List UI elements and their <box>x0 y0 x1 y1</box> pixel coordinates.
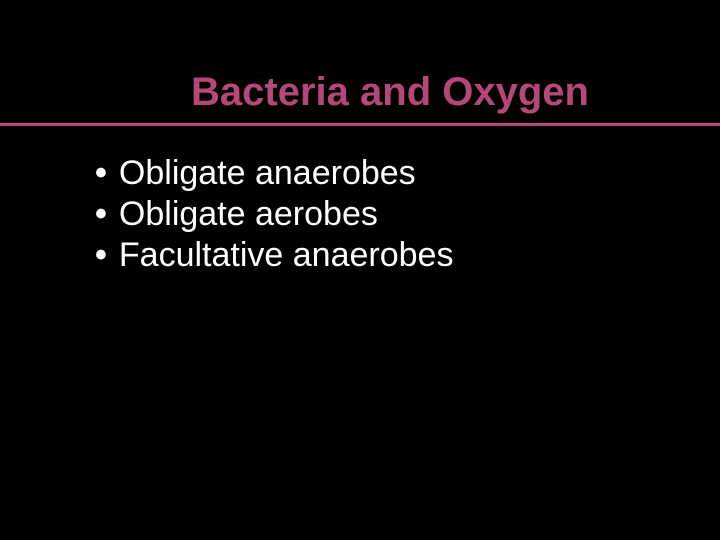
slide-title: Bacteria and Oxygen <box>191 70 589 115</box>
bullet-text: Obligate anaerobes <box>119 154 416 193</box>
bullet-marker-icon: • <box>95 195 107 234</box>
bullet-marker-icon: • <box>95 154 107 193</box>
title-wrap: Bacteria and Oxygen <box>60 70 660 115</box>
bullet-text: Facultative anaerobes <box>119 236 454 275</box>
slide-container: Bacteria and Oxygen • Obligate anaerobes… <box>0 0 720 540</box>
bullet-text: Obligate aerobes <box>119 195 378 234</box>
list-item: • Obligate aerobes <box>95 195 660 234</box>
list-item: • Obligate anaerobes <box>95 154 660 193</box>
list-item: • Facultative anaerobes <box>95 236 660 275</box>
title-underline <box>0 123 720 126</box>
bullet-marker-icon: • <box>95 236 107 275</box>
bullet-list: • Obligate anaerobes • Obligate aerobes … <box>60 154 660 275</box>
